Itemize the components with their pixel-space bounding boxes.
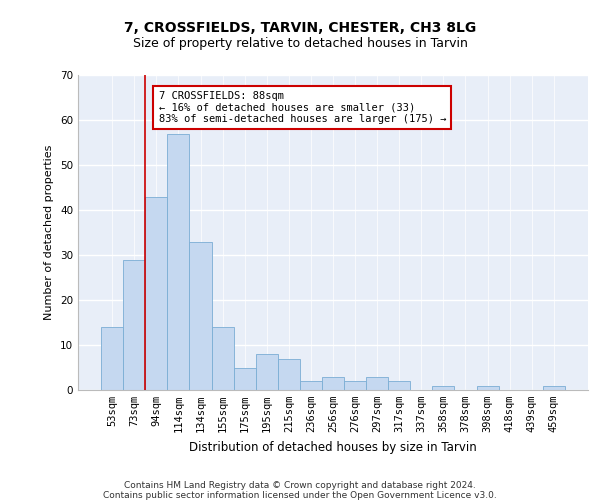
Text: 7, CROSSFIELDS, TARVIN, CHESTER, CH3 8LG: 7, CROSSFIELDS, TARVIN, CHESTER, CH3 8LG	[124, 22, 476, 36]
Bar	[233, 368, 256, 390]
Bar	[256, 354, 278, 390]
X-axis label: Distribution of detached houses by size in Tarvin: Distribution of detached houses by size …	[189, 440, 477, 454]
Bar	[344, 381, 366, 390]
Bar	[145, 196, 167, 390]
Bar	[278, 358, 300, 390]
Bar	[388, 381, 410, 390]
Y-axis label: Number of detached properties: Number of detached properties	[44, 145, 55, 320]
Bar	[433, 386, 454, 390]
Bar	[300, 381, 322, 390]
Bar	[366, 376, 388, 390]
Bar	[476, 386, 499, 390]
Text: 7 CROSSFIELDS: 88sqm
← 16% of detached houses are smaller (33)
83% of semi-detac: 7 CROSSFIELDS: 88sqm ← 16% of detached h…	[158, 91, 446, 124]
Text: Contains public sector information licensed under the Open Government Licence v3: Contains public sector information licen…	[103, 490, 497, 500]
Bar	[190, 242, 212, 390]
Text: Contains HM Land Registry data © Crown copyright and database right 2024.: Contains HM Land Registry data © Crown c…	[124, 480, 476, 490]
Bar	[543, 386, 565, 390]
Text: Size of property relative to detached houses in Tarvin: Size of property relative to detached ho…	[133, 38, 467, 51]
Bar	[101, 327, 123, 390]
Bar	[212, 327, 233, 390]
Bar	[123, 260, 145, 390]
Bar	[167, 134, 190, 390]
Bar	[322, 376, 344, 390]
